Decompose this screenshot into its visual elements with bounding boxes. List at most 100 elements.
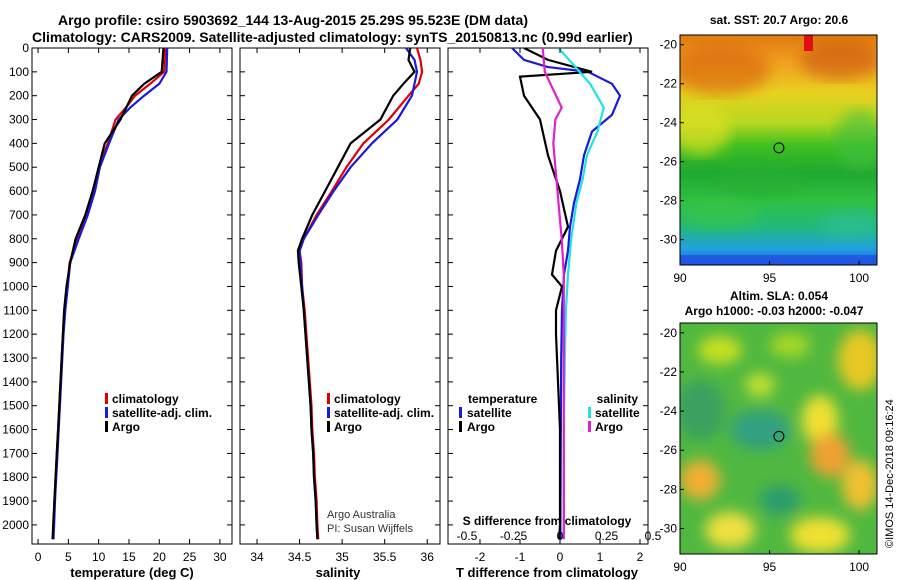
legend-satellite-label: satellite-adj. clim.: [112, 406, 212, 420]
map-y-tick-label: -28: [660, 482, 678, 496]
map-y-tick-label: -24: [660, 116, 678, 130]
temperature-panel: 0100200300400500600700800900100011001200…: [2, 41, 233, 580]
x-tick-label: 30: [213, 550, 227, 564]
sla-map-frame: [679, 322, 878, 555]
credit-argo-australia: Argo Australia: [327, 509, 396, 521]
sst-field: [680, 35, 877, 265]
x-tick-label: 2: [637, 550, 644, 564]
x-tick-label: -1: [515, 550, 526, 564]
legend-title-temperature: temperature: [468, 392, 538, 406]
credit-pi: PI: Susan Wijffels: [327, 523, 413, 535]
y-tick-label: 900: [9, 256, 29, 270]
argo-float-marker-sla: [773, 430, 785, 442]
series-satellite-adj-clim-: [298, 48, 419, 540]
y-tick-label: 1000: [2, 279, 29, 293]
x-tick-label: 5: [65, 550, 72, 564]
temperature-legend: climatology satellite-adj. clim. Argo: [105, 392, 212, 434]
salinity-legend: climatology satellite-adj. clim. Argo: [327, 392, 434, 434]
map-y-tick-label: -24: [660, 404, 678, 418]
x-tick-label: 35: [335, 550, 349, 564]
y-tick-label: 600: [9, 184, 29, 198]
title-line-1: Argo profile: csiro 5903692_144 13-Aug-2…: [58, 12, 528, 28]
s-tick-label: 0.5: [645, 529, 662, 543]
x-tick-label: 0: [557, 550, 564, 564]
sst-map: sat. SST: 20.7 Argo: 20.6 90 95 100 -20 -22 -…: [660, 13, 878, 285]
x-tick-label: 15: [122, 550, 136, 564]
legend-climatology-swatch: [105, 393, 108, 404]
y-tick-label: 1700: [2, 446, 29, 460]
difference-frame: [447, 47, 649, 545]
dlegend-t-satellite-label: satellite: [467, 406, 512, 420]
sal-legend-argo-swatch: [327, 421, 330, 432]
series-argo: [296, 48, 416, 540]
dlegend-s-satellite-label: satellite: [595, 406, 640, 420]
y-tick-label: 2000: [2, 518, 29, 532]
sla-map-title-2: Argo h1000: -0.03 h2000: -0.047: [685, 304, 864, 318]
dlegend-t-argo-label: Argo: [467, 420, 495, 434]
map-y-tick-label: -20: [660, 38, 678, 52]
y-tick-label: 1200: [2, 327, 29, 341]
y-tick-label: 200: [9, 89, 29, 103]
argo-float-marker: [773, 142, 785, 154]
series-salinity-argo: [541, 48, 565, 540]
y-tick-label: 1400: [2, 375, 29, 389]
series-salinity-satellite: [557, 48, 605, 540]
sal-legend-satellite-swatch: [327, 407, 330, 418]
legend-argo-swatch: [105, 421, 108, 432]
dlegend-t-satellite-swatch: [459, 407, 462, 418]
y-tick-label: 0: [22, 41, 29, 55]
map-y-tick-label: -28: [660, 194, 678, 208]
t-diff-xlabel: T difference from climatology: [456, 565, 639, 580]
map-y-tick-label: -26: [660, 443, 678, 457]
y-tick-label: 1100: [3, 303, 29, 317]
series-satellite-adj-clim-: [52, 48, 169, 540]
y-tick-label: 1300: [2, 351, 29, 365]
map-x-tick-label: 90: [673, 271, 687, 285]
map-x-tick-label: 90: [673, 560, 687, 574]
sal-legend-argo-label: Argo: [334, 420, 362, 434]
x-tick-label: -2: [475, 550, 486, 564]
y-tick-label: 100: [9, 65, 29, 79]
y-tick-label: 800: [9, 232, 29, 246]
legend-title-salinity: salinity: [597, 392, 639, 406]
temperature-xlabel: temperature (deg C): [70, 565, 194, 580]
map-y-tick-label: -22: [660, 77, 678, 91]
sal-legend-climatology-label: climatology: [334, 392, 401, 406]
x-tick-label: 34.5: [288, 550, 312, 564]
series-climatology: [298, 48, 424, 540]
title-line-2: Climatology: CARS2009. Satellite-adjuste…: [32, 29, 633, 45]
sst-map-title: sat. SST: 20.7 Argo: 20.6: [710, 13, 849, 27]
x-tick-label: 1: [597, 550, 604, 564]
sla-map-title-1: Altim. SLA: 0.054: [730, 289, 828, 303]
x-tick-label: 0: [35, 550, 42, 564]
s-tick-label: 0.25: [595, 529, 619, 543]
s-tick-label: 0: [557, 529, 564, 543]
sal-legend-climatology-swatch: [327, 393, 330, 404]
y-tick-label: 300: [9, 113, 29, 127]
map-x-tick-label: 100: [849, 560, 869, 574]
salinity-panel: 34 34.5 35 35.5 36 salinity climatology sate…: [239, 47, 441, 580]
map-y-tick-label: -30: [660, 522, 678, 536]
s-tick-label: -0.5: [457, 529, 478, 543]
legend-satellite-swatch: [105, 407, 108, 418]
map-y-tick-label: -26: [660, 155, 678, 169]
map-x-tick-label: 95: [763, 560, 777, 574]
y-tick-label: 1800: [2, 470, 29, 484]
dlegend-s-argo-label: Argo: [595, 420, 623, 434]
x-tick-label: 36: [421, 550, 435, 564]
map-x-tick-label: 100: [849, 271, 869, 285]
sst-map-frame: [679, 34, 878, 266]
y-tick-label: 1500: [2, 399, 29, 413]
map-x-tick-label: 95: [763, 271, 777, 285]
dlegend-t-argo-swatch: [459, 421, 462, 432]
x-tick-label: 10: [92, 550, 106, 564]
imos-stamp: ©IMOS 14-Dec-2018 09:16:24: [884, 399, 896, 548]
sst-hot-spot: [804, 35, 813, 51]
sal-legend-satellite-label: satellite-adj. clim.: [334, 406, 434, 420]
x-tick-label: 35.5: [373, 550, 397, 564]
y-tick-label: 500: [9, 160, 29, 174]
series-argo: [51, 48, 165, 540]
dlegend-s-satellite-swatch: [588, 407, 591, 418]
y-tick-label: 1900: [2, 494, 29, 508]
difference-panel: -2 -1 0 1 2 -0.5 -0.25 0 0.25 0.5 S difference f…: [447, 47, 662, 580]
